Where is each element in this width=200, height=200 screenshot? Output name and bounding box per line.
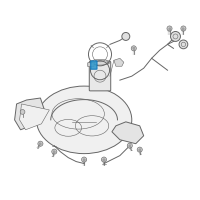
- Circle shape: [131, 46, 136, 51]
- Circle shape: [101, 157, 107, 162]
- Circle shape: [179, 40, 188, 49]
- Polygon shape: [112, 122, 144, 144]
- Polygon shape: [114, 58, 124, 66]
- Circle shape: [122, 32, 130, 40]
- Circle shape: [20, 110, 25, 114]
- Circle shape: [82, 157, 87, 162]
- Polygon shape: [15, 98, 44, 130]
- Circle shape: [167, 26, 172, 31]
- Circle shape: [38, 141, 43, 146]
- Circle shape: [127, 143, 132, 148]
- Polygon shape: [20, 104, 49, 130]
- FancyBboxPatch shape: [88, 63, 94, 67]
- Circle shape: [181, 26, 186, 31]
- Ellipse shape: [36, 86, 132, 154]
- Circle shape: [137, 147, 142, 152]
- Ellipse shape: [90, 59, 110, 65]
- FancyBboxPatch shape: [91, 61, 97, 69]
- FancyBboxPatch shape: [89, 61, 111, 91]
- Circle shape: [52, 149, 57, 154]
- Circle shape: [171, 31, 180, 41]
